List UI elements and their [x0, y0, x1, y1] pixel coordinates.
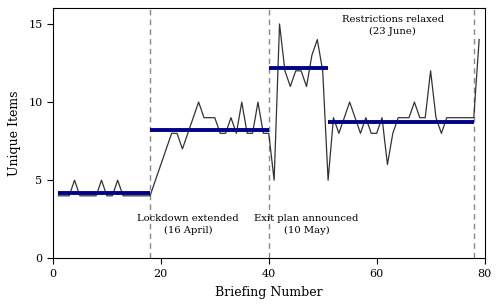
Text: Lockdown extended
(16 April): Lockdown extended (16 April) — [137, 214, 238, 235]
Text: Exit plan announced
(10 May): Exit plan announced (10 May) — [254, 214, 358, 235]
X-axis label: Briefing Number: Briefing Number — [215, 286, 322, 299]
Y-axis label: Unique Items: Unique Items — [8, 91, 22, 176]
Text: Restrictions relaxed
(23 June): Restrictions relaxed (23 June) — [342, 15, 444, 37]
